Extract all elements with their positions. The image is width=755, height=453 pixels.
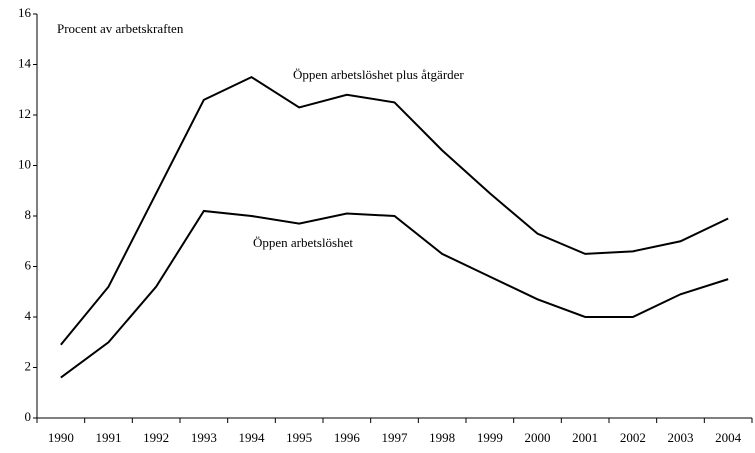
x-tick-label: 1999 [477,430,503,445]
series-label: Öppen arbetslöshet [253,235,353,250]
y-axis-label: Procent av arbetskraften [57,21,184,36]
x-tick-label: 1990 [48,430,74,445]
y-tick-label: 14 [18,55,32,70]
y-tick-label: 8 [25,207,32,222]
y-tick-label: 4 [25,308,32,323]
x-tick-label: 2003 [668,430,694,445]
y-tick-label: 10 [18,156,31,171]
x-tick-label: 2004 [715,430,742,445]
series-line [60,75,729,346]
x-tick-label: 1996 [334,430,361,445]
x-tick-label: 2000 [525,430,551,445]
x-tick-label: 1998 [429,430,455,445]
series-label: Öppen arbetslöshet plus åtgärder [293,67,464,82]
y-tick-label: 12 [18,106,31,121]
x-tick-label: 1992 [143,430,169,445]
y-tick-label: 6 [25,257,32,272]
x-tick-label: 2002 [620,430,646,445]
x-tick-label: 1993 [191,430,217,445]
y-tick-label: 0 [25,409,32,424]
x-tick-label: 1995 [286,430,312,445]
x-tick-label: 2001 [572,430,598,445]
x-tick-label: 1991 [96,430,122,445]
x-tick-label: 1994 [239,430,266,445]
series-line [60,209,729,379]
y-tick-label: 2 [25,358,32,373]
y-tick-label: 16 [18,5,32,20]
x-tick-label: 1997 [382,430,409,445]
